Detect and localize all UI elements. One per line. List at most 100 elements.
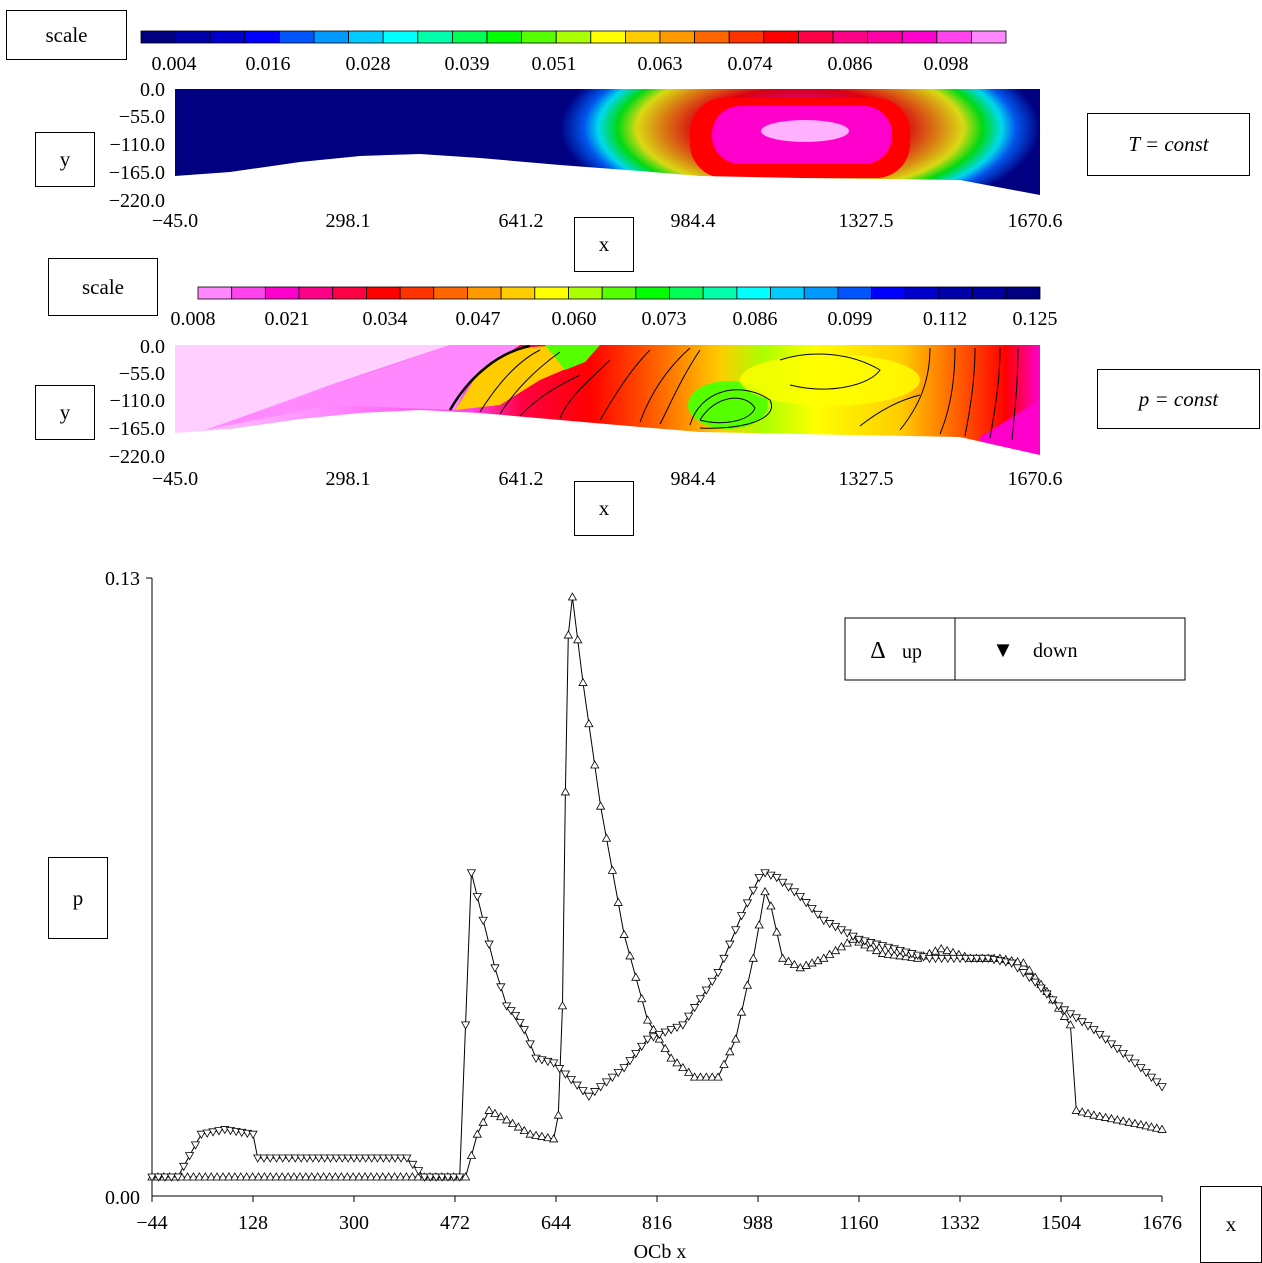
colorbar-swatch [837,286,872,300]
pressure-profile-chart: 0.00 0.13 −44 128 300 472 644 816 988 1160 1332 1… [105,568,1186,1263]
x-tick: 1327.5 [839,468,894,490]
point-down [478,916,488,926]
colorbar-tick: 0.021 [265,308,310,330]
colorbar-swatch [209,30,246,44]
x-tick: 298.1 [326,468,371,490]
colorbar-swatch [770,286,805,300]
point-down [666,1026,676,1035]
legend-down-marker: ▼ [992,637,1014,662]
series-line-down [152,872,1163,1178]
point-up [460,1172,471,1181]
colorbar-swatch [197,286,233,300]
point-down [719,954,729,964]
point-down [648,1033,659,1042]
x-tick: 1670.6 [1008,210,1063,232]
point-down [501,1002,512,1011]
colorbar-tick: 0.039 [445,53,490,75]
green-core [688,381,768,429]
point-up [760,886,770,896]
point-up [1118,1116,1128,1125]
legend-up-label: up [902,641,922,663]
point-down [296,1154,306,1163]
y-tick: −165.0 [109,418,165,440]
point-up [895,951,905,960]
point-up [360,1172,370,1181]
point-up [212,1172,222,1181]
point-down [314,1154,324,1163]
point-up [241,1172,252,1181]
point-down [349,1154,359,1163]
point-down [689,1004,700,1013]
point-down [390,1154,400,1163]
x-tick-label: 1160 [839,1212,878,1234]
point-down [308,1154,318,1163]
colorbar-swatch [486,30,522,44]
y-tick: −55.0 [119,106,165,128]
point-down [930,954,941,964]
colorbar-tick: 0.034 [363,308,408,330]
colorbar-swatch [264,286,300,300]
pressure-field [175,345,1040,457]
point-down [325,1154,336,1163]
colorbar-swatch [702,286,738,300]
point-down [766,871,776,880]
x-tick: 984.4 [671,210,716,232]
point-down [955,954,965,964]
y-tick: 0.0 [140,79,165,101]
point-down [484,940,494,949]
colorbar-swatch [332,286,367,300]
colorbar-swatch [417,30,453,44]
point-down [525,1040,535,1049]
colorbar-swatch [763,30,799,44]
point-down [460,1021,471,1030]
x-tick: −45.0 [152,210,198,232]
point-up [584,718,594,728]
colorbar-pressure [197,286,1041,300]
point-up [1136,1119,1146,1129]
point-up [1146,1122,1157,1131]
series-down [147,869,1167,1182]
colorbar-tick: 0.098 [924,53,969,75]
point-down [590,1088,600,1097]
colorbar-swatch [803,286,839,300]
point-down [566,1076,576,1085]
point-up [871,945,882,955]
point-up [401,1172,412,1181]
point-down [625,1057,635,1066]
point-up [1112,1115,1123,1124]
point-down [736,912,747,921]
point-up [607,865,618,874]
point-up [701,1072,712,1081]
point-up [795,963,805,972]
point-down [966,954,976,964]
point-up [259,1172,270,1181]
point-down [319,1154,330,1163]
x-tick: 298.1 [326,210,371,232]
point-down [642,1035,653,1044]
point-down [253,1154,263,1163]
series-up [147,592,1167,1181]
point-down [179,1162,189,1172]
point-down [147,1173,157,1182]
point-up [936,943,946,953]
point-down [506,1007,516,1016]
point-up [271,1172,281,1181]
right-magenta-region [980,400,1040,457]
condition-label-middle: p = const [1097,369,1260,429]
point-up [472,1129,483,1138]
point-up [525,1129,535,1138]
point-down [259,1154,269,1163]
y-tick: 0.13 [105,568,140,590]
point-up [1130,1118,1140,1127]
colorbar-swatch [175,30,211,44]
temperature-panel: 0.004 0.016 0.028 0.039 0.051 0.063 0.07… [109,30,1063,232]
point-down [160,1173,170,1182]
point-up [200,1172,210,1181]
colorbar-swatch [365,286,401,300]
point-down [1071,1014,1081,1023]
point-down [660,1028,670,1037]
point-down [578,1087,588,1096]
point-down [760,869,770,878]
colorbar-swatch [298,286,334,300]
point-up [789,959,800,969]
